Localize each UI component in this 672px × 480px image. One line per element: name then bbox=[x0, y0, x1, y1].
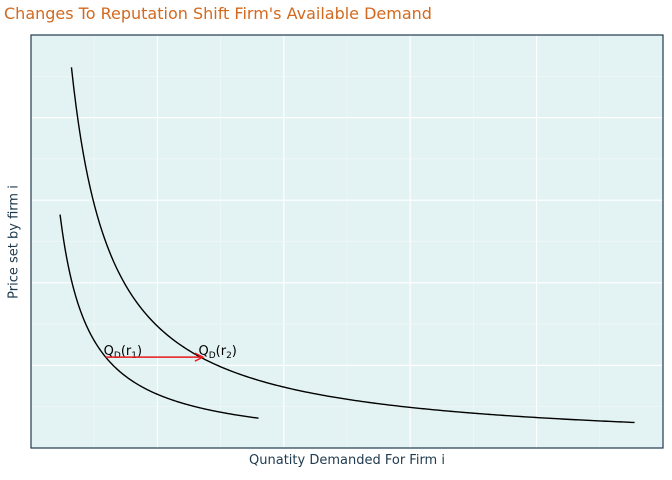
chart-title: Changes To Reputation Shift Firm's Avail… bbox=[4, 4, 432, 23]
shift-arrow-group bbox=[105, 352, 205, 362]
plot-border bbox=[30, 34, 664, 449]
shift-arrow-head bbox=[194, 352, 205, 362]
demand-curve-r2 bbox=[70, 67, 635, 424]
demand-curves bbox=[59, 67, 635, 424]
curve-labels: QD(r1) QD(r2) bbox=[104, 344, 237, 361]
curve-label-r1: QD(r1) bbox=[104, 344, 142, 361]
x-axis-label: Qunatity Demanded For Firm i bbox=[249, 453, 445, 468]
grid-lines bbox=[30, 34, 664, 449]
demand-curve-r1 bbox=[59, 214, 259, 419]
curve-label-r2: QD(r2) bbox=[198, 344, 236, 361]
